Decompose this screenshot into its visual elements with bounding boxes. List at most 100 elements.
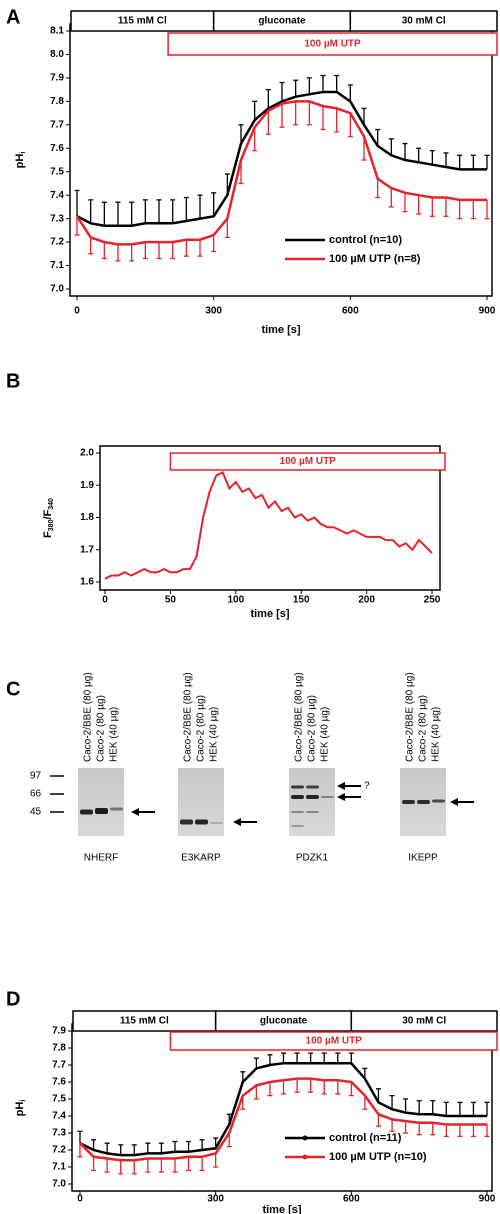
error-bar [347, 113, 353, 138]
error-bar [170, 242, 176, 260]
panel-label: A [6, 6, 20, 28]
error-bar [293, 79, 299, 97]
error-bar [183, 196, 189, 221]
error-bar [172, 1140, 178, 1152]
error-bar [308, 1078, 314, 1093]
x-tick-label: 300 [207, 1194, 224, 1205]
error-bar [131, 1160, 137, 1175]
x-tick-label: 300 [205, 306, 222, 317]
error-bar [91, 1139, 97, 1150]
error-bar [293, 101, 299, 126]
error-bar [416, 195, 422, 215]
error-bar [429, 197, 435, 217]
period-box [349, 10, 498, 32]
y-tick-label: 7.2 [52, 1145, 66, 1156]
error-bar [115, 244, 121, 262]
period-box [350, 1010, 498, 1032]
x-tick-label: 0 [102, 595, 108, 606]
treatment-label: 100 µM UTP [306, 1036, 363, 1047]
error-bar [348, 1052, 354, 1064]
error-bar [170, 199, 176, 224]
panel-label: C [6, 678, 20, 700]
error-bar [74, 216, 80, 236]
treatment-box [167, 32, 498, 56]
error-bar [402, 192, 408, 213]
error-bar [484, 1101, 490, 1116]
error-bar [362, 1095, 368, 1110]
y-tick-label: 7.0 [52, 1179, 66, 1190]
y-tick-label: 7.3 [52, 1128, 66, 1139]
x-tick-label: 600 [343, 1194, 360, 1205]
error-bar [306, 101, 312, 126]
x-axis-label: time [s] [261, 324, 300, 336]
error-bar [443, 1101, 449, 1116]
x-axis-label: time [s] [262, 1204, 301, 1214]
error-bar [74, 189, 80, 217]
size-marker: 45 [30, 807, 42, 818]
error-bar [224, 218, 230, 239]
error-bar [211, 192, 217, 217]
error-bar [320, 74, 326, 92]
error-bar [158, 1158, 164, 1173]
error-bar [484, 154, 490, 170]
period-label: gluconate [260, 1016, 308, 1027]
error-bar [470, 1101, 476, 1116]
error-bar [321, 1080, 327, 1095]
error-bar [389, 1119, 395, 1132]
error-bar [129, 244, 135, 262]
error-bar [334, 108, 340, 133]
error-bar [443, 1124, 449, 1138]
size-marker: 66 [30, 789, 42, 800]
y-tick-label: 7.4 [52, 1111, 66, 1122]
error-bar [403, 1121, 409, 1134]
y-tick-label: 7.8 [50, 96, 64, 107]
error-bar [335, 1052, 341, 1064]
lane-label: Caco-2/BBE (80 µg) [405, 672, 416, 762]
error-bar [430, 1100, 436, 1115]
error-bar [186, 1156, 192, 1172]
y-tick-label: 7.0 [50, 284, 64, 295]
blot-band [180, 819, 193, 825]
lane-label: HEK (40 µg) [209, 707, 220, 762]
error-bar [403, 1098, 409, 1113]
error-bar [238, 124, 244, 144]
error-bar [145, 1142, 151, 1154]
error-bar [267, 1082, 273, 1097]
error-bar [416, 147, 422, 163]
period-label: 115 mM Cl [118, 16, 167, 27]
error-bar [118, 1160, 124, 1175]
blot-band [110, 807, 123, 811]
data-line [104, 471, 433, 580]
blot-band [195, 819, 208, 825]
x-axis-label: time [s] [250, 608, 289, 620]
panel-label: B [6, 370, 20, 392]
error-bar [388, 138, 394, 156]
error-bar [429, 149, 435, 165]
error-bar [267, 1054, 273, 1065]
lane-label: Caco-2 (80 µg) [196, 695, 207, 762]
error-bar [252, 127, 258, 152]
error-bar [183, 239, 189, 257]
error-bar [484, 199, 490, 220]
error-bar [470, 199, 476, 220]
blot-band [321, 796, 334, 798]
y-tick-label: 7.9 [50, 73, 64, 84]
panel-label: D [6, 988, 20, 1010]
error-bar [104, 1158, 110, 1173]
treatment-label: 100 µM UTP [280, 456, 337, 467]
error-bar [279, 81, 285, 102]
x-tick-label: 100 [227, 595, 244, 606]
error-bar [457, 154, 463, 170]
data-line [79, 1062, 487, 1157]
lane-label: Caco-2/BBE (80 µg) [294, 672, 305, 762]
error-bar [129, 201, 135, 226]
error-bar [172, 1158, 178, 1173]
error-bar [457, 1124, 463, 1138]
period-label: 115 mM Cl [120, 1016, 169, 1027]
blot-band [291, 825, 304, 827]
lane-label: Caco-2/BBE (80 µg) [83, 672, 94, 762]
error-bar [88, 199, 94, 224]
y-tick-label: 1.9 [80, 480, 94, 491]
y-tick-label: 7.2 [50, 237, 64, 248]
